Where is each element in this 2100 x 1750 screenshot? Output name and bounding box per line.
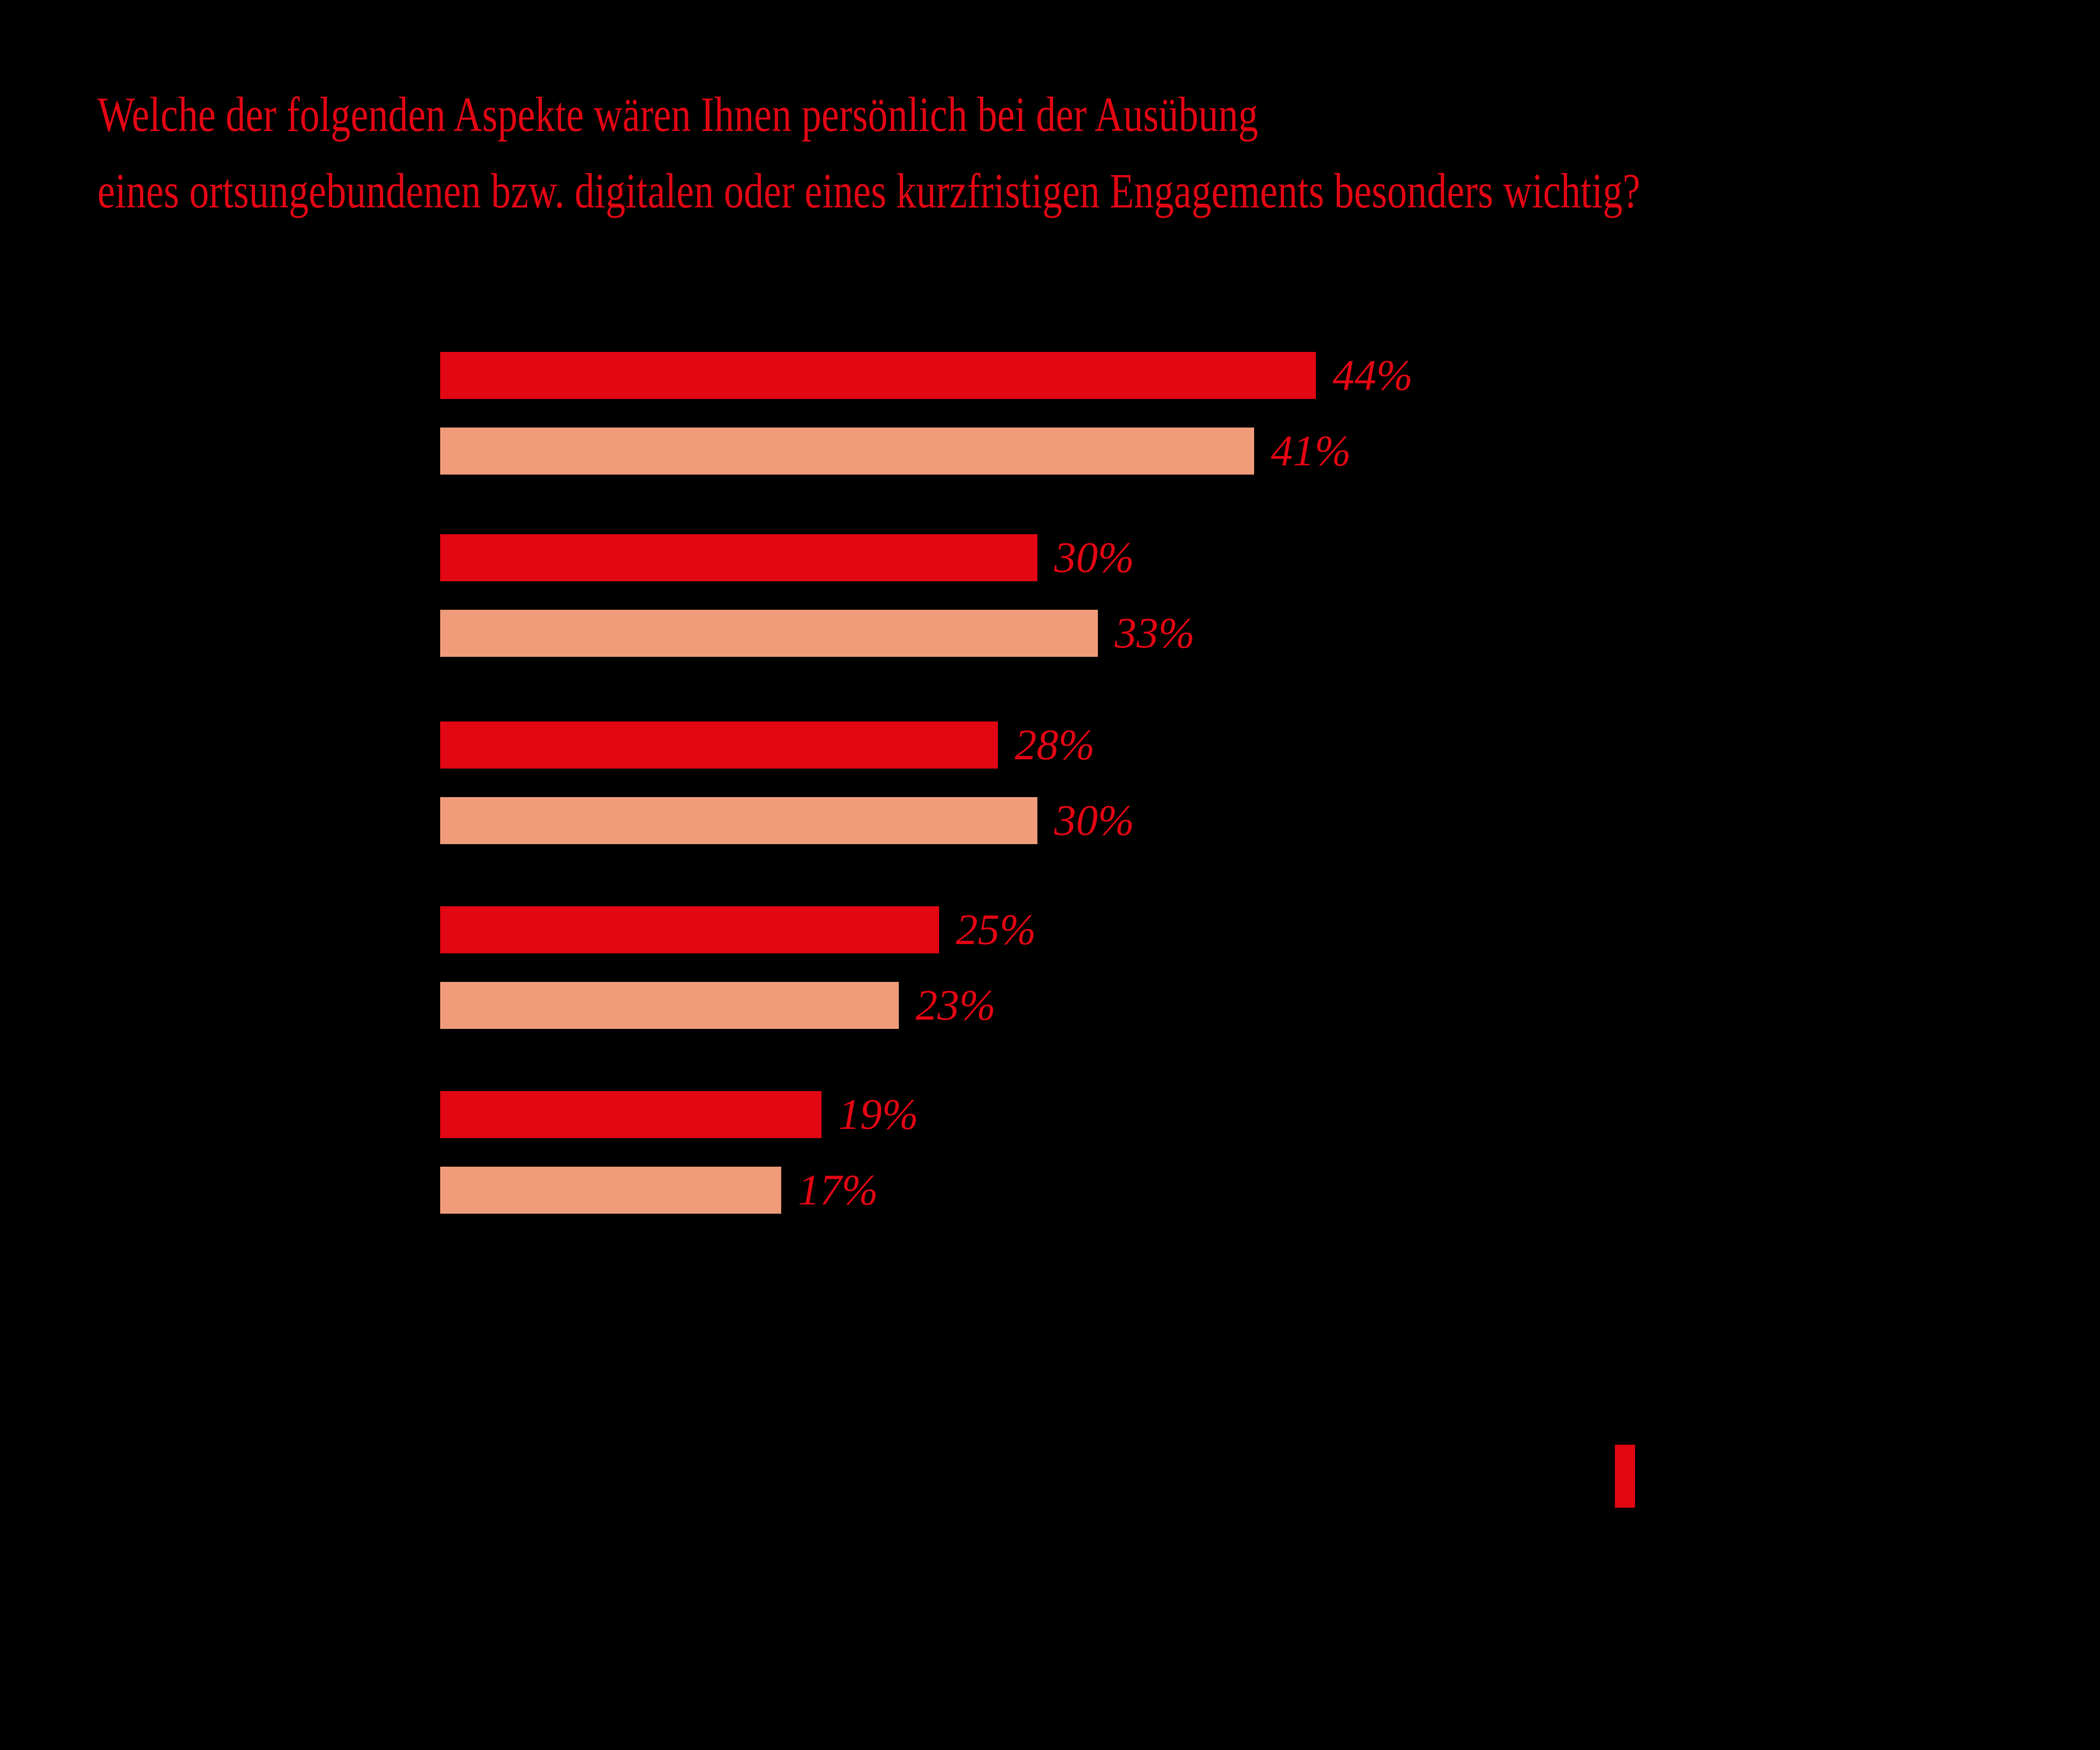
bar-left-5-red <box>440 1091 822 1138</box>
bar-left-3-red-value-label: 28% <box>1015 721 1095 769</box>
bar-left-5-salmon <box>440 1167 781 1214</box>
bar-left-2-salmon-row: 33% <box>440 610 1392 657</box>
bar-left-1-salmon-row: 41% <box>440 428 1548 475</box>
bar-left-5-red-row: 19% <box>440 1091 1116 1138</box>
bar-left-3-salmon-value-label: 30% <box>1054 796 1134 845</box>
bar-left-4-red <box>440 906 939 953</box>
bar-left-4-salmon-value-label: 23% <box>916 981 996 1029</box>
chart-title-line-2: eines ortsungebundenen bzw. digitalen od… <box>97 163 1641 218</box>
legend-swatch-series-1 <box>1615 1445 1635 1508</box>
bar-left-1-red-value-label: 44% <box>1333 351 1413 399</box>
bar-left-3-red-row: 28% <box>440 722 1292 769</box>
bar-left-3-salmon <box>440 797 1037 844</box>
bar-left-5-red-value-label: 19% <box>838 1090 919 1139</box>
bar-left-1-salmon <box>440 428 1254 475</box>
bar-left-4-red-value-label: 25% <box>956 905 1036 954</box>
bar-left-4-red-row: 25% <box>440 906 1233 953</box>
bar-left-2-red-value-label: 30% <box>1054 533 1134 582</box>
bar-left-4-salmon <box>440 982 899 1029</box>
bar-left-3-salmon-row: 30% <box>440 797 1331 844</box>
bar-left-1-salmon-value-label: 41% <box>1271 427 1351 475</box>
bar-left-2-red-row: 30% <box>440 534 1331 581</box>
bar-left-2-red <box>440 534 1037 581</box>
bar-left-2-salmon <box>440 610 1098 657</box>
bar-left-5-salmon-value-label: 17% <box>798 1166 878 1214</box>
bar-left-1-red-row: 44% <box>440 352 1610 399</box>
bar-left-4-salmon-row: 23% <box>440 982 1193 1029</box>
chart-title: Welche der folgenden Aspekte wären Ihnen… <box>97 76 2100 229</box>
bar-left-5-salmon-row: 17% <box>440 1167 1075 1214</box>
bar-left-2-salmon-value-label: 33% <box>1115 609 1195 657</box>
chart-title-line-1: Welche der folgenden Aspekte wären Ihnen… <box>97 87 1258 142</box>
bar-left-1-red <box>440 352 1316 399</box>
bar-left-3-red <box>440 722 998 769</box>
